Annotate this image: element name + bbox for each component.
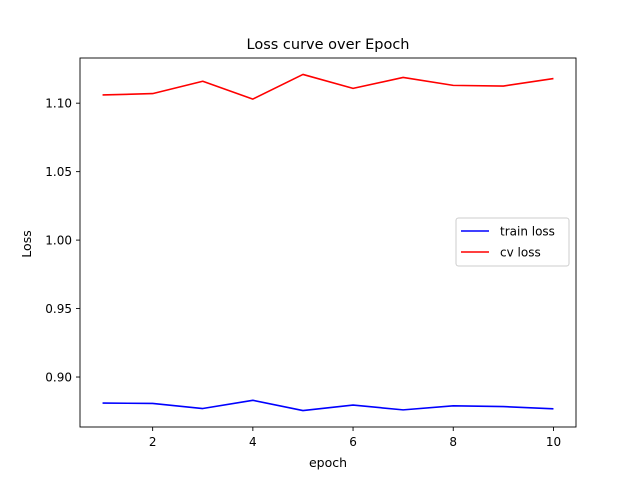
x-axis-label: epoch: [309, 455, 347, 470]
legend-label-cv-loss: cv loss: [500, 246, 541, 260]
series-line-train-loss: [102, 399, 554, 412]
x-tick-label: 4: [249, 435, 257, 449]
x-tick-label: 6: [349, 435, 357, 449]
legend-box: [455, 217, 570, 267]
y-tick-label: 1.10: [45, 97, 72, 111]
x-tick-label: 8: [449, 435, 457, 449]
y-tick-label: 1.00: [45, 234, 72, 248]
plot-lines: [102, 73, 554, 412]
legend: train loss cv loss: [455, 217, 570, 267]
chart-title: Loss curve over Epoch: [247, 37, 410, 53]
x-tick-label: 10: [546, 435, 561, 449]
plot-frame: [79, 57, 577, 428]
legend-label-train-loss: train loss: [500, 225, 555, 239]
y-axis-label: Loss: [19, 230, 34, 257]
y-tick-label: 0.95: [45, 302, 72, 316]
series-line-cv-loss: [102, 73, 554, 100]
x-tick-label: 2: [149, 435, 157, 449]
axes: 2 4 6 8 10 0.90 0.95 1.00 1.05 1.10: [45, 57, 577, 449]
y-tick-label: 0.90: [45, 371, 72, 385]
y-tick-label: 1.05: [45, 165, 72, 179]
